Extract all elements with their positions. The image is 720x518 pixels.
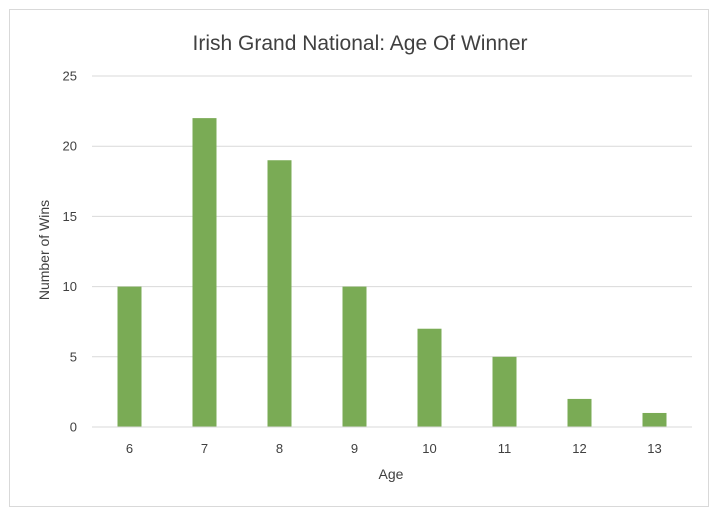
bar-age-6 [117,286,142,427]
bars [117,118,667,428]
x-tick-label: 6 [126,441,133,456]
bar-age-7 [192,118,217,428]
bar-age-10 [417,328,442,427]
x-tick-label: 8 [276,441,283,456]
y-tick-label: 0 [70,420,77,435]
bar-age-12 [567,398,592,427]
y-tick-label: 15 [63,209,77,224]
y-axis-label: Number of Wins [36,200,52,300]
bar-age-8 [267,160,292,428]
x-tick-label: 7 [201,441,208,456]
x-tick-label: 9 [351,441,358,456]
bar-age-13 [642,412,667,427]
gridlines [92,75,692,358]
y-axis-ticks: 0 5 10 15 20 25 [63,69,77,435]
y-tick-label: 20 [63,139,77,154]
y-tick-label: 25 [63,69,77,84]
x-axis-label: Age [379,466,404,482]
x-axis-ticks: 6 7 8 9 10 11 12 13 [126,441,662,456]
bar-age-11 [492,356,517,427]
y-tick-label: 5 [70,349,77,364]
x-tick-label: 10 [422,441,436,456]
chart-title: Irish Grand National: Age Of Winner [193,32,528,55]
x-tick-label: 13 [647,441,661,456]
y-tick-label: 10 [63,279,77,294]
bar-age-9 [342,286,367,427]
x-tick-label: 12 [572,441,586,456]
x-tick-label: 11 [498,441,512,456]
